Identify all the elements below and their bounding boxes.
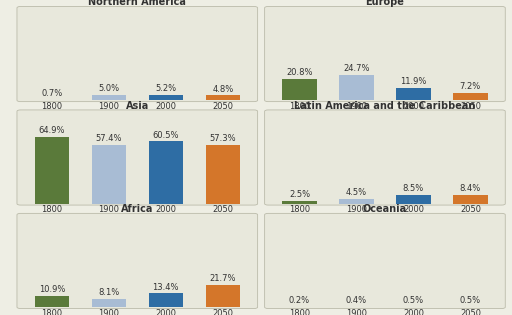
Bar [453, 195, 487, 204]
Text: 8.1%: 8.1% [98, 288, 119, 297]
Bar [92, 95, 126, 100]
FancyBboxPatch shape [17, 213, 258, 308]
Bar [92, 145, 126, 204]
Text: 0.4%: 0.4% [346, 296, 367, 305]
FancyBboxPatch shape [17, 7, 258, 102]
Bar [396, 306, 431, 307]
Bar [206, 285, 240, 307]
Bar [339, 199, 374, 204]
Text: 5.0%: 5.0% [98, 84, 119, 94]
Bar [148, 293, 183, 307]
Text: 64.9%: 64.9% [38, 126, 65, 135]
Text: 8.5%: 8.5% [403, 184, 424, 193]
Title: Northern America: Northern America [89, 0, 186, 7]
FancyBboxPatch shape [265, 110, 505, 205]
Bar [453, 306, 487, 307]
Bar [148, 141, 183, 204]
Text: 5.2%: 5.2% [155, 84, 176, 93]
Bar [35, 137, 69, 204]
Bar [396, 195, 431, 204]
Bar [339, 75, 374, 100]
Text: 20.8%: 20.8% [286, 68, 313, 77]
Text: 0.2%: 0.2% [289, 296, 310, 305]
Text: 57.3%: 57.3% [209, 134, 236, 143]
Bar [396, 88, 431, 100]
Bar [92, 299, 126, 307]
Text: 24.7%: 24.7% [343, 64, 370, 73]
Bar [283, 201, 316, 204]
Bar [148, 95, 183, 100]
Text: 0.5%: 0.5% [460, 296, 481, 305]
Text: 57.4%: 57.4% [96, 134, 122, 143]
Text: 13.4%: 13.4% [153, 283, 179, 292]
Text: 10.9%: 10.9% [38, 285, 65, 294]
Title: Europe: Europe [366, 0, 404, 7]
Text: 60.5%: 60.5% [153, 131, 179, 140]
Text: 4.8%: 4.8% [212, 85, 233, 94]
FancyBboxPatch shape [265, 213, 505, 308]
Text: 0.5%: 0.5% [403, 296, 424, 305]
Text: 0.7%: 0.7% [41, 89, 62, 98]
Text: 2.5%: 2.5% [289, 191, 310, 199]
Bar [206, 145, 240, 204]
Text: 21.7%: 21.7% [209, 274, 236, 283]
Text: 11.9%: 11.9% [400, 77, 426, 86]
Title: Africa: Africa [121, 204, 154, 214]
Title: Oceania: Oceania [363, 204, 407, 214]
Text: 8.4%: 8.4% [460, 184, 481, 193]
Bar [206, 95, 240, 100]
Bar [283, 79, 316, 100]
FancyBboxPatch shape [265, 7, 505, 102]
Title: Latin America and the Caribbean: Latin America and the Caribbean [294, 100, 476, 111]
Text: 7.2%: 7.2% [460, 82, 481, 91]
FancyBboxPatch shape [17, 110, 258, 205]
Title: Asia: Asia [125, 100, 149, 111]
Text: 4.5%: 4.5% [346, 188, 367, 198]
Bar [35, 296, 69, 307]
Bar [453, 93, 487, 100]
